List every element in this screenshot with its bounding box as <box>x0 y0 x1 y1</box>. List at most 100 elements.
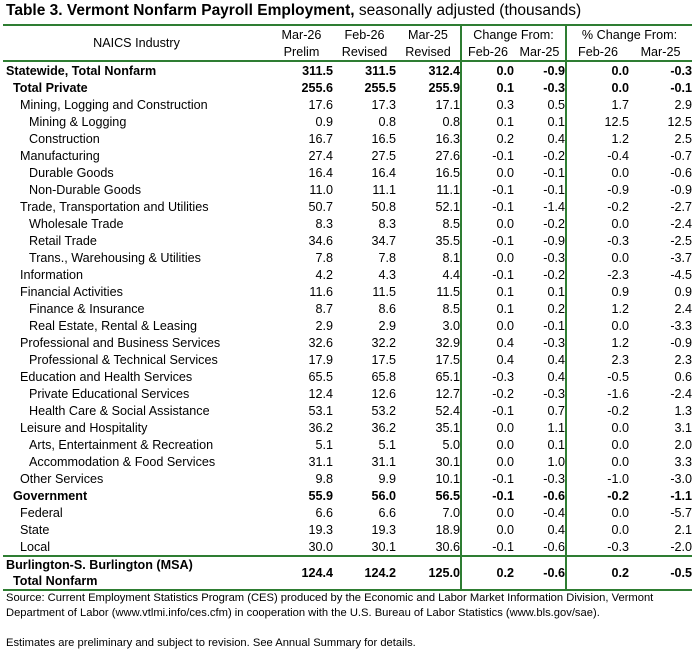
row-value: 0.0 <box>460 436 514 453</box>
row-value: 2.9 <box>674 97 693 112</box>
row-value: 8.5 <box>442 216 460 231</box>
row-label: Local <box>20 539 51 554</box>
row-value: 4.3 <box>378 267 396 282</box>
table-row: Health Care & Social Assistance 53.1 53.2 5… <box>3 402 692 419</box>
table-row: Total Private 255.6 255.5 255.9 0.1 -0.3 0.0 -0… <box>3 79 692 96</box>
header-col-2-top: Feb-26 <box>333 24 396 43</box>
table-row: Trans., Warehousing & Utilities 7.8 7.8 8.1… <box>3 249 692 266</box>
header-col-3-bot: Revised <box>405 44 451 59</box>
table-row: Mining, Logging and Construction 17.6 17.3… <box>3 96 692 113</box>
row-value: -0.5 <box>565 368 629 385</box>
row-value: 5.1 <box>378 437 396 452</box>
row-value: -0.6 <box>543 488 565 503</box>
row-label: Wholesale Trade <box>29 216 124 231</box>
row-value: 30.1 <box>435 454 460 469</box>
row-value: 7.8 <box>315 250 333 265</box>
row-value: 53.1 <box>308 403 333 418</box>
row-value: 11.6 <box>309 284 333 299</box>
row-label: Trade, Transportation and Utilities <box>20 199 209 214</box>
row-value: 31.1 <box>308 454 333 469</box>
row-value: 19.3 <box>371 522 396 537</box>
row-label: Total Private <box>13 80 88 95</box>
row-value: 8.5 <box>442 301 460 316</box>
row-value: -0.6 <box>670 165 693 180</box>
msa-value: 0.2 <box>565 555 629 591</box>
table-row: Statewide, Total Nonfarm 311.5 311.5 312.4 0… <box>3 60 693 79</box>
row-value: 0.0 <box>460 521 514 538</box>
row-value: 35.5 <box>435 233 460 248</box>
header-change-mar: Mar-25 <box>519 44 560 59</box>
table-row: Non-Durable Goods 11.0 11.1 11.1 -0.1 -0.1 -0.… <box>3 181 692 198</box>
row-value: 27.4 <box>308 148 333 163</box>
row-value: 31.1 <box>371 454 396 469</box>
row-value: -0.3 <box>629 60 693 79</box>
row-value: 1.2 <box>565 130 629 147</box>
row-value: 0.0 <box>460 249 514 266</box>
row-label: Leisure and Hospitality <box>20 420 148 435</box>
row-label: Finance & Insurance <box>29 301 145 316</box>
row-value: -0.9 <box>565 181 629 198</box>
header-col-1-top: Mar-26 <box>270 24 333 43</box>
row-value: 17.1 <box>435 97 460 112</box>
row-value: 52.1 <box>435 199 460 214</box>
row-value: -0.1 <box>543 165 565 180</box>
row-value: -1.0 <box>565 470 629 487</box>
table-row: Real Estate, Rental & Leasing 2.9 2.9 3.0 0.… <box>3 317 692 334</box>
header-pct-change-from: % Change From: <box>564 24 693 43</box>
row-value: 34.7 <box>371 233 396 248</box>
row-value: -0.9 <box>514 60 566 79</box>
table-row: Accommodation & Food Services 31.1 31.1 30.… <box>3 453 692 470</box>
row-value: 11.1 <box>436 182 460 197</box>
row-value: 0.0 <box>565 436 629 453</box>
row-value: 18.9 <box>435 522 460 537</box>
row-value: 0.0 <box>565 419 629 436</box>
row-value: -0.9 <box>670 335 693 350</box>
row-value: -5.7 <box>670 505 693 520</box>
row-value: -0.2 <box>565 198 629 215</box>
row-value: -0.9 <box>543 233 565 248</box>
row-value: 50.8 <box>371 199 396 214</box>
row-value: 34.6 <box>308 233 333 248</box>
row-value: 12.7 <box>435 386 460 401</box>
row-value: 255.9 <box>428 80 460 95</box>
row-label: Retail Trade <box>29 233 97 248</box>
source-note: Source: Current Employment Statistics Pr… <box>6 592 654 619</box>
row-value: 0.0 <box>565 164 629 181</box>
table-row: Local 30.0 30.1 30.6 -0.1 -0.6 -0.3 -2.0 <box>3 538 692 556</box>
row-value: -0.2 <box>543 267 565 282</box>
row-value: 12.5 <box>565 113 629 130</box>
row-value: 0.4 <box>547 352 565 367</box>
row-value: 17.5 <box>435 352 460 367</box>
row-value: 17.9 <box>308 352 333 367</box>
table-row: Wholesale Trade 8.3 8.3 8.5 0.0 -0.2 0.0 -2.4 <box>3 215 692 232</box>
row-value: -0.3 <box>565 232 629 249</box>
row-value: -2.3 <box>565 266 629 283</box>
row-value: -0.2 <box>543 148 565 163</box>
row-value: 1.1 <box>547 420 565 435</box>
row-value: 8.6 <box>378 301 396 316</box>
row-value: 0.1 <box>547 284 565 299</box>
header-row-2: Prelim Revised Revised Feb-26 Mar-25 Feb… <box>3 43 692 61</box>
row-value: 65.8 <box>371 369 396 384</box>
row-value: -0.1 <box>460 470 514 487</box>
row-value: 2.5 <box>674 131 693 146</box>
row-value: -0.2 <box>543 216 565 231</box>
row-value: -0.2 <box>565 487 629 504</box>
row-value: 6.6 <box>378 505 396 520</box>
row-value: -0.3 <box>543 471 565 486</box>
row-value: 2.3 <box>565 351 629 368</box>
row-value: 11.0 <box>309 182 333 197</box>
row-value: 36.2 <box>371 420 396 435</box>
row-value: 4.2 <box>315 267 333 282</box>
row-value: 17.6 <box>308 97 333 112</box>
row-label: Federal <box>20 505 63 520</box>
row-value: 1.3 <box>674 403 693 418</box>
table-row: State 19.3 19.3 18.9 0.0 0.4 0.0 2.1 <box>3 521 692 538</box>
row-value: 8.3 <box>315 216 333 231</box>
row-value: 0.0 <box>565 521 629 538</box>
row-value: 0.1 <box>460 283 514 300</box>
row-value: 32.2 <box>371 335 396 350</box>
msa-value: 0.2 <box>460 555 514 591</box>
row-value: -0.3 <box>543 335 565 350</box>
row-value: 0.0 <box>460 504 514 521</box>
